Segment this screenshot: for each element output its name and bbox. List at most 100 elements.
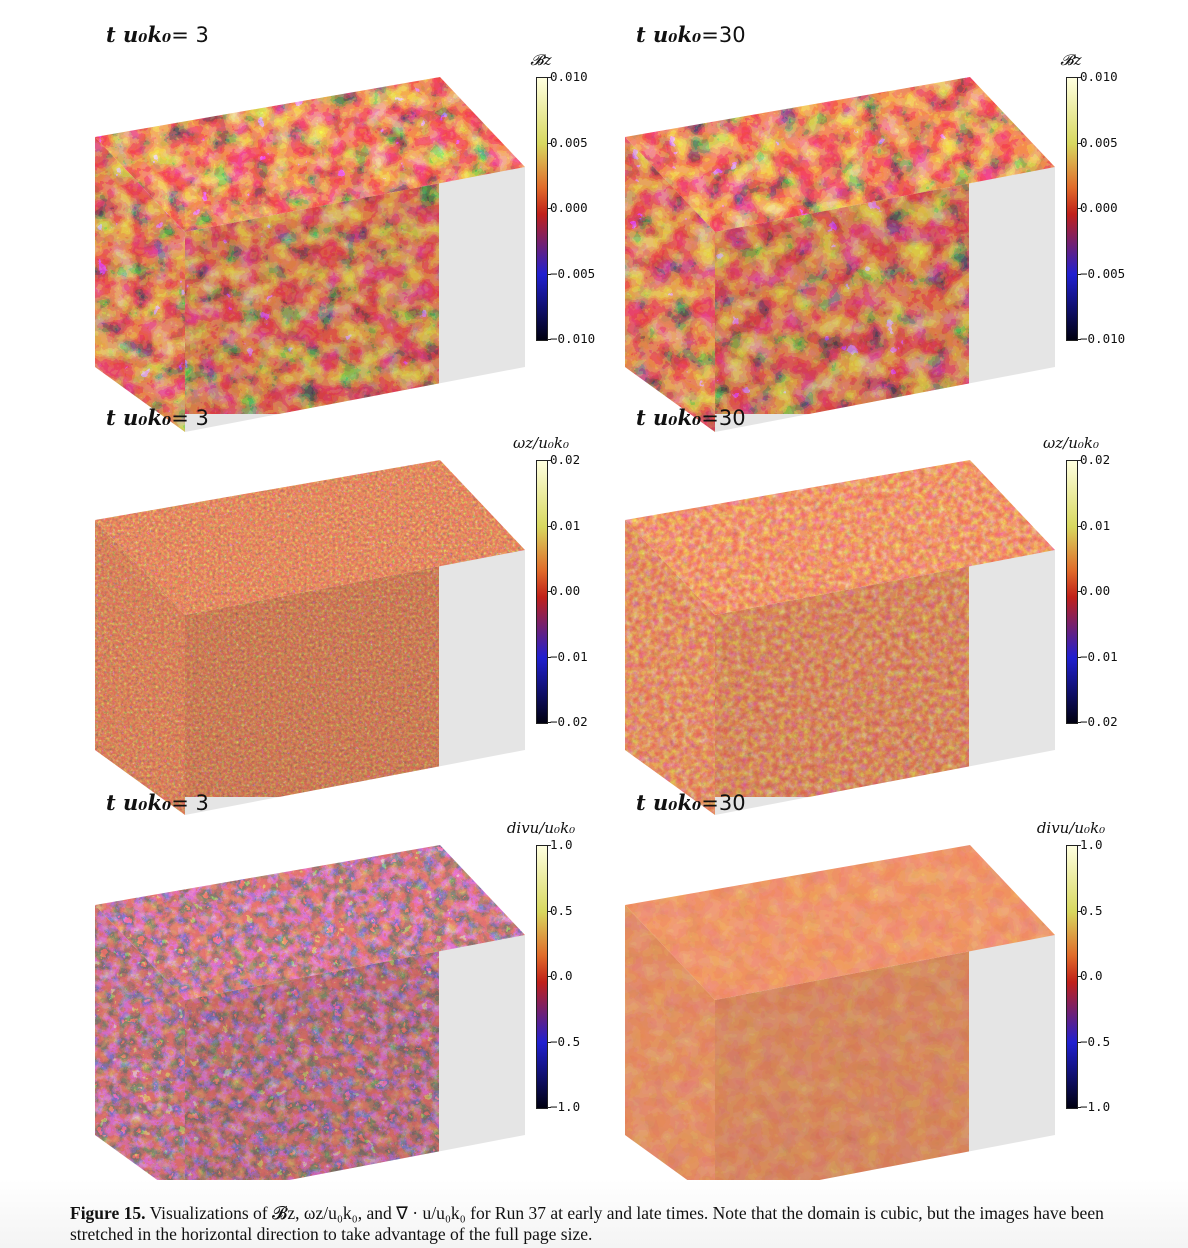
colorbar-label: ωz/u₀k₀ bbox=[1043, 434, 1099, 452]
colorbar-tick-label: 0.000 bbox=[1080, 200, 1118, 215]
panel-wz-early: t u₀k₀= 3 ωz/u₀k₀ 0.02 0.01 0.00 −0.01 −0.02 bbox=[90, 405, 630, 815]
colorbar-tick-label: 0.5 bbox=[550, 902, 573, 918]
colorbar-tickmark bbox=[547, 591, 551, 592]
colorbar-tickmark bbox=[1077, 656, 1081, 658]
colorbar-tickmark bbox=[1077, 1041, 1081, 1043]
title-u0k0: u₀k₀ bbox=[653, 790, 702, 815]
colorbar-tick-label: −1.0 bbox=[550, 1099, 581, 1114]
colorbar-tickmark bbox=[547, 976, 551, 977]
panel-title: t u₀k₀=30 bbox=[636, 790, 746, 815]
colorbar bbox=[536, 460, 548, 724]
colorbar-tickmark bbox=[547, 1041, 551, 1043]
colorbar-tickmark bbox=[547, 142, 551, 144]
colorbar-tick-label: −1.0 bbox=[1080, 1099, 1111, 1114]
panel-title: t u₀k₀= 3 bbox=[106, 790, 209, 815]
title-u0k0: u₀k₀ bbox=[653, 405, 702, 430]
colorbar-tickmark bbox=[1077, 460, 1081, 461]
title-time-value: =30 bbox=[701, 23, 746, 47]
colorbar-tick-label: −0.5 bbox=[550, 1033, 581, 1049]
colorbar-label: 𝓑z bbox=[1060, 51, 1082, 69]
colorbar-tickmark bbox=[547, 273, 551, 275]
figure-caption: Figure 15. Visualizations of 𝓑z, ωz/u₀k₀… bbox=[70, 1203, 1170, 1245]
title-time-value: = 3 bbox=[171, 791, 209, 815]
colorbar-tick-label: −0.010 bbox=[1080, 331, 1126, 346]
colorbar-tickmark bbox=[1077, 142, 1081, 144]
title-u0k0: u₀k₀ bbox=[123, 22, 172, 47]
panel-wz-late: t u₀k₀=30 ωz/u₀k₀ 0.02 0.01 0.00 −0.01 −0.02 bbox=[620, 405, 1160, 815]
title-t: t bbox=[106, 790, 124, 815]
colorbar-tick-label: −0.01 bbox=[550, 648, 588, 664]
caption-label: Figure 15. bbox=[70, 1203, 146, 1223]
colorbar-tickmark bbox=[1077, 339, 1081, 340]
panel-title: t u₀k₀= 3 bbox=[106, 405, 209, 430]
colorbar-tick-label: −0.02 bbox=[550, 714, 588, 729]
colorbar-tickmark bbox=[1077, 976, 1081, 977]
title-u0k0: u₀k₀ bbox=[653, 22, 702, 47]
colorbar-tick-label: 0.0 bbox=[550, 968, 573, 983]
colorbar-tick-label: −0.02 bbox=[1080, 714, 1118, 729]
colorbar bbox=[1066, 77, 1078, 341]
panel-bz-early: t u₀k₀= 3 𝓑z 0.010 0.005 0.000 −0.005 −0.010 bbox=[90, 22, 630, 432]
title-t: t bbox=[106, 22, 124, 47]
title-u0k0: u₀k₀ bbox=[123, 405, 172, 430]
colorbar-tickmark bbox=[1077, 273, 1081, 275]
cube-visualization bbox=[625, 460, 1055, 815]
panel-title: t u₀k₀= 3 bbox=[106, 22, 209, 47]
page-footer-shade bbox=[0, 1180, 1188, 1248]
colorbar bbox=[536, 845, 548, 1109]
colorbar bbox=[536, 77, 548, 341]
colorbar-tickmark bbox=[1077, 845, 1081, 846]
title-t: t bbox=[636, 405, 654, 430]
colorbar-label: divu/u₀k₀ bbox=[506, 819, 576, 837]
title-t: t bbox=[106, 405, 124, 430]
colorbar-tick-label: −0.005 bbox=[550, 265, 596, 281]
colorbar-tickmark bbox=[1077, 1107, 1081, 1108]
colorbar-tickmark bbox=[547, 910, 551, 912]
colorbar-tick-label: 1.0 bbox=[1080, 837, 1103, 852]
cube-visualization bbox=[95, 77, 525, 432]
colorbar-tickmark bbox=[547, 845, 551, 846]
colorbar-tick-label: 0.010 bbox=[1080, 69, 1118, 84]
colorbar-tickmark bbox=[547, 208, 551, 209]
title-t: t bbox=[636, 22, 654, 47]
colorbar-label: divu/u₀k₀ bbox=[1036, 819, 1106, 837]
title-time-value: = 3 bbox=[171, 406, 209, 430]
title-u0k0: u₀k₀ bbox=[123, 790, 172, 815]
colorbar-tick-label: 0.000 bbox=[550, 200, 588, 215]
cube-visualization bbox=[95, 845, 525, 1200]
colorbar-tick-label: 0.010 bbox=[550, 69, 588, 84]
colorbar-tick-label: −0.01 bbox=[1080, 648, 1118, 664]
colorbar-tickmark bbox=[1077, 208, 1081, 209]
panel-bz-late: t u₀k₀=30 𝓑z 0.010 0.005 0.000 −0.005 −0.010 bbox=[620, 22, 1160, 432]
colorbar-tickmark bbox=[1077, 591, 1081, 592]
colorbar-tickmark bbox=[547, 460, 551, 461]
colorbar-tick-label: 0.01 bbox=[550, 517, 581, 533]
colorbar-label: ωz/u₀k₀ bbox=[513, 434, 569, 452]
colorbar-tick-label: 0.005 bbox=[550, 134, 588, 150]
colorbar-tick-label: 1.0 bbox=[550, 837, 573, 852]
title-time-value: = 3 bbox=[171, 23, 209, 47]
colorbar-tickmark bbox=[547, 339, 551, 340]
colorbar-tick-label: −0.005 bbox=[1080, 265, 1126, 281]
colorbar-tick-label: 0.02 bbox=[1080, 452, 1111, 467]
colorbar-tick-label: 0.02 bbox=[550, 452, 581, 467]
colorbar bbox=[1066, 845, 1078, 1109]
colorbar-tick-label: −0.010 bbox=[550, 331, 596, 346]
colorbar-tick-label: −0.5 bbox=[1080, 1033, 1111, 1049]
colorbar-tickmark bbox=[547, 1107, 551, 1108]
colorbar-tickmark bbox=[547, 656, 551, 658]
panel-divu-late: t u₀k₀=30 divu/u₀k₀ 1.0 0.5 0.0 −0.5 −1.0 bbox=[620, 790, 1160, 1200]
panel-title: t u₀k₀=30 bbox=[636, 405, 746, 430]
colorbar-tickmark bbox=[1077, 910, 1081, 912]
colorbar-tickmark bbox=[1077, 722, 1081, 723]
title-time-value: =30 bbox=[701, 406, 746, 430]
title-time-value: =30 bbox=[701, 791, 746, 815]
colorbar-label: 𝓑z bbox=[530, 51, 552, 69]
colorbar-tickmark bbox=[547, 77, 551, 78]
colorbar bbox=[1066, 460, 1078, 724]
colorbar-tick-label: 0.00 bbox=[1080, 583, 1111, 598]
colorbar-tick-label: 0.005 bbox=[1080, 134, 1118, 150]
colorbar-tick-label: 0.01 bbox=[1080, 517, 1111, 533]
colorbar-tickmark bbox=[1077, 525, 1081, 527]
cube-visualization bbox=[625, 845, 1055, 1200]
